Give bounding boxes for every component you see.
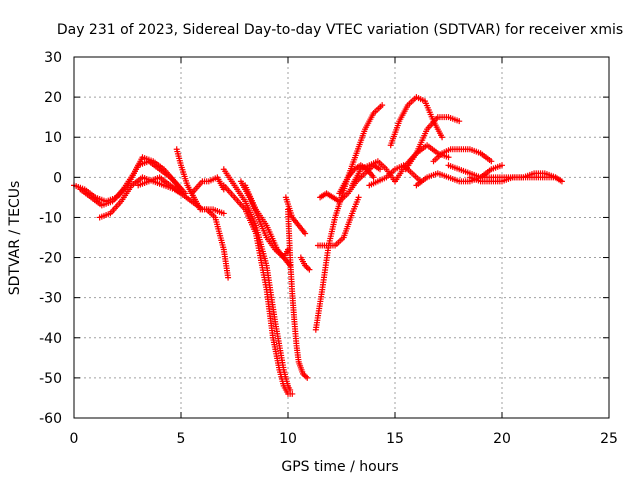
x-tick-label: 0: [70, 431, 79, 447]
series-s18: [349, 158, 398, 189]
data-point: [377, 166, 384, 173]
data-point: [304, 374, 311, 381]
data-point: [370, 174, 377, 181]
plot-frame: [73, 56, 610, 419]
data-point: [488, 158, 495, 165]
chart-title: Day 231 of 2023, Sidereal Day-to-day VTE…: [57, 22, 623, 38]
ticks-layer: -60 -50 -40 -30 -20 -10 0 10 20 30 0 5 10 15 20 25: [39, 50, 618, 447]
series-s10: [242, 182, 291, 261]
series-s17: [336, 102, 386, 197]
x-tick-label: 15: [386, 431, 404, 447]
y-tick-label: 10: [44, 130, 62, 146]
y-tick-label: -30: [39, 291, 62, 307]
data-point: [355, 194, 362, 201]
x-tick-label: 10: [279, 431, 297, 447]
data-marks: [71, 94, 565, 397]
series-s15: [314, 194, 362, 249]
series-s13: [297, 254, 313, 273]
y-tick-label: -40: [39, 331, 62, 347]
x-axis-title: GPS time / hours: [281, 459, 398, 475]
data-point: [225, 274, 232, 281]
data-point: [302, 230, 309, 237]
y-tick-label: 0: [53, 170, 62, 186]
y-tick-label: 30: [44, 50, 62, 66]
series-s24: [430, 146, 495, 165]
series-s20: [387, 94, 446, 149]
data-point: [552, 174, 559, 181]
series-s22: [402, 114, 463, 173]
series-s16: [317, 162, 384, 205]
series-s6: [188, 174, 227, 197]
data-point: [220, 210, 227, 217]
data-point: [456, 118, 463, 125]
series-s21: [392, 142, 452, 185]
data-point: [499, 162, 505, 169]
y-axis-title: SDTVAR / TECUs: [7, 181, 23, 296]
y-tick-label: -10: [39, 210, 62, 226]
x-tick-label: 5: [177, 431, 186, 447]
data-point: [379, 102, 386, 109]
y-tick-label: -60: [39, 411, 62, 427]
data-point: [306, 266, 313, 273]
y-tick-label: -50: [39, 371, 62, 387]
series-s12: [282, 194, 309, 237]
y-tick-label: -20: [39, 251, 62, 267]
data-point: [558, 178, 565, 185]
series-s26: [466, 170, 559, 185]
series-s11: [285, 206, 311, 381]
series-s8: [220, 166, 294, 393]
x-tick-label: 25: [600, 431, 618, 447]
data-point: [439, 134, 446, 141]
data-point: [445, 154, 452, 161]
x-tick-label: 20: [493, 431, 511, 447]
series-s5: [173, 146, 232, 281]
y-tick-label: 20: [44, 90, 62, 106]
data-point: [289, 390, 296, 397]
series-s2: [77, 154, 189, 209]
data-point: [287, 386, 294, 393]
